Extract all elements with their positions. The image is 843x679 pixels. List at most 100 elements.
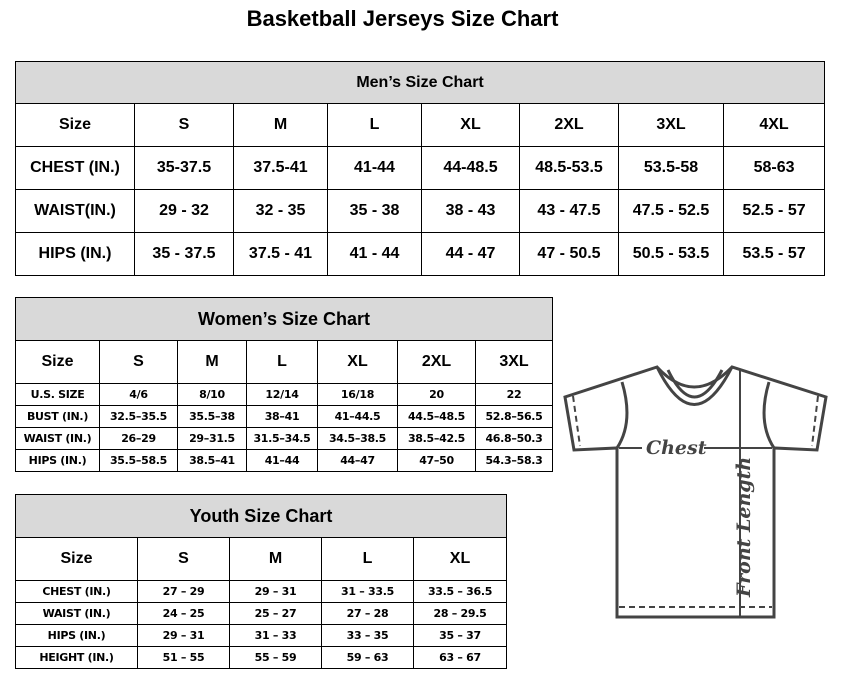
table-cell: 50.5 - 53.5 <box>618 232 724 276</box>
table-cell: 22 <box>474 383 554 406</box>
table-row: BUST (IN.) 32.5–35.5 35.5–38 38–41 41–44.5 44… <box>15 405 554 428</box>
table-cell: 52.8–56.5 <box>474 405 554 428</box>
table-cell: 59 – 63 <box>321 646 414 669</box>
table-cell: 44.5–48.5 <box>397 405 476 428</box>
table-cell: 31 – 33.5 <box>321 580 414 603</box>
table-cell: 47 - 50.5 <box>519 232 619 276</box>
row-label: BUST (IN.) <box>15 405 100 428</box>
women-header-cell: M <box>177 340 247 384</box>
table-cell: 47–50 <box>397 449 476 472</box>
table-cell: 35.5–58.5 <box>99 449 178 472</box>
row-label: CHEST (IN.) <box>15 580 138 603</box>
women-header-cell: XL <box>317 340 398 384</box>
table-cell: 35 - 37.5 <box>134 232 234 276</box>
men-header-cell: 3XL <box>618 103 724 147</box>
row-label: HIPS (IN.) <box>15 624 138 647</box>
table-cell: 35-37.5 <box>134 146 234 190</box>
table-cell: 47.5 - 52.5 <box>618 189 724 233</box>
table-row: HEIGHT (IN.) 51 – 55 55 – 59 59 – 63 63 – 67 <box>15 646 508 669</box>
table-cell: 32.5–35.5 <box>99 405 178 428</box>
table-cell: 26–29 <box>99 427 178 450</box>
table-row: HIPS (IN.) 29 – 31 31 – 33 33 – 35 35 – 37 <box>15 624 508 647</box>
table-cell: 43 - 47.5 <box>519 189 619 233</box>
women-header-cell: L <box>246 340 318 384</box>
table-cell: 33 – 35 <box>321 624 414 647</box>
youth-header-cell: XL <box>412 537 508 581</box>
men-header-cell: L <box>327 103 422 147</box>
women-table-title: Women’s Size Chart <box>14 297 554 341</box>
table-row: WAIST(IN.) 29 - 32 32 - 35 35 - 38 38 - 43 43… <box>15 189 826 233</box>
row-label: WAIST (IN.) <box>15 602 138 625</box>
table-cell: 46.8–50.3 <box>474 427 554 450</box>
table-cell: 35.5–38 <box>177 405 247 428</box>
table-cell: 20 <box>397 383 476 406</box>
table-row: WAIST (IN.) 24 – 25 25 – 27 27 – 28 28 – 29.… <box>15 602 508 625</box>
table-row: HIPS (IN.) 35 - 37.5 37.5 - 41 41 - 44 44 - … <box>15 232 826 276</box>
table-cell: 63 – 67 <box>412 646 508 669</box>
men-header-cell: 4XL <box>722 103 826 147</box>
men-header-cell: S <box>134 103 234 147</box>
table-cell: 27 – 28 <box>321 602 414 625</box>
table-cell: 29 – 31 <box>229 580 322 603</box>
mens-size-table: Men’s Size Chart Size S M L XL 2XL 3XL 4XL CHEST … <box>14 61 826 276</box>
table-cell: 48.5-53.5 <box>519 146 619 190</box>
youth-header-cell: M <box>229 537 322 581</box>
youth-header-cell: L <box>321 537 414 581</box>
men-table-title: Men’s Size Chart <box>14 61 826 104</box>
men-header-cell: XL <box>421 103 520 147</box>
women-header-cell: Size <box>15 340 100 384</box>
row-label: WAIST(IN.) <box>15 189 135 233</box>
collar <box>655 366 734 406</box>
table-cell: 35 - 38 <box>327 189 422 233</box>
table-cell: 38–41 <box>246 405 318 428</box>
table-row: CHEST (IN.) 27 – 29 29 – 31 31 – 33.5 33.5 –… <box>15 580 508 603</box>
table-cell: 44-48.5 <box>421 146 520 190</box>
table-cell: 8/10 <box>177 383 247 406</box>
table-cell: 58-63 <box>722 146 826 190</box>
table-cell: 38.5–41 <box>177 449 247 472</box>
table-cell: 38 - 43 <box>421 189 520 233</box>
chest-label: Chest <box>646 437 707 459</box>
table-cell: 31 – 33 <box>229 624 322 647</box>
table-cell: 34.5–38.5 <box>317 427 398 450</box>
youth-header-cell: S <box>137 537 230 581</box>
front-length-label: Front Length <box>733 457 755 598</box>
table-row: U.S. SIZE 4/6 8/10 12/14 16/18 20 22 <box>15 383 554 406</box>
youth-table-title: Youth Size Chart <box>14 494 508 538</box>
table-cell: 29 - 32 <box>134 189 234 233</box>
table-cell: 41–44 <box>246 449 318 472</box>
men-header-cell: M <box>233 103 328 147</box>
table-cell: 31.5–34.5 <box>246 427 318 450</box>
table-cell: 51 – 55 <box>137 646 230 669</box>
men-header-cell: Size <box>15 103 135 147</box>
table-cell: 29 – 31 <box>137 624 230 647</box>
table-cell: 4/6 <box>99 383 178 406</box>
table-cell: 25 – 27 <box>229 602 322 625</box>
table-cell: 53.5 - 57 <box>722 232 826 276</box>
table-cell: 12/14 <box>246 383 318 406</box>
table-cell: 38.5–42.5 <box>397 427 476 450</box>
table-cell: 37.5-41 <box>233 146 328 190</box>
women-header-cell: 2XL <box>397 340 476 384</box>
table-cell: 44 - 47 <box>421 232 520 276</box>
men-header-cell: 2XL <box>519 103 619 147</box>
table-cell: 24 – 25 <box>137 602 230 625</box>
table-row: HIPS (IN.) 35.5–58.5 38.5–41 41–44 44–47 47–5… <box>15 449 554 472</box>
page-title: Basketball Jerseys Size Chart <box>246 6 559 31</box>
table-cell: 53.5-58 <box>618 146 724 190</box>
table-cell: 32 - 35 <box>233 189 328 233</box>
jersey-diagram: Chest Front Length <box>563 365 828 619</box>
youth-header-cell: Size <box>15 537 138 581</box>
womens-size-table: Women’s Size Chart Size S M L XL 2XL 3XL U.S. SI… <box>14 297 554 472</box>
row-label: CHEST (IN.) <box>15 146 135 190</box>
table-cell: 41 - 44 <box>327 232 422 276</box>
table-cell: 44–47 <box>317 449 398 472</box>
table-cell: 33.5 – 36.5 <box>412 580 508 603</box>
women-header-cell: 3XL <box>474 340 554 384</box>
table-cell: 28 – 29.5 <box>412 602 508 625</box>
table-cell: 35 – 37 <box>412 624 508 647</box>
row-label: HIPS (IN.) <box>15 449 100 472</box>
row-label: U.S. SIZE <box>15 383 100 406</box>
table-cell: 41–44.5 <box>317 405 398 428</box>
table-row: WAIST (IN.) 26–29 29–31.5 31.5–34.5 34.5–38.… <box>15 427 554 450</box>
